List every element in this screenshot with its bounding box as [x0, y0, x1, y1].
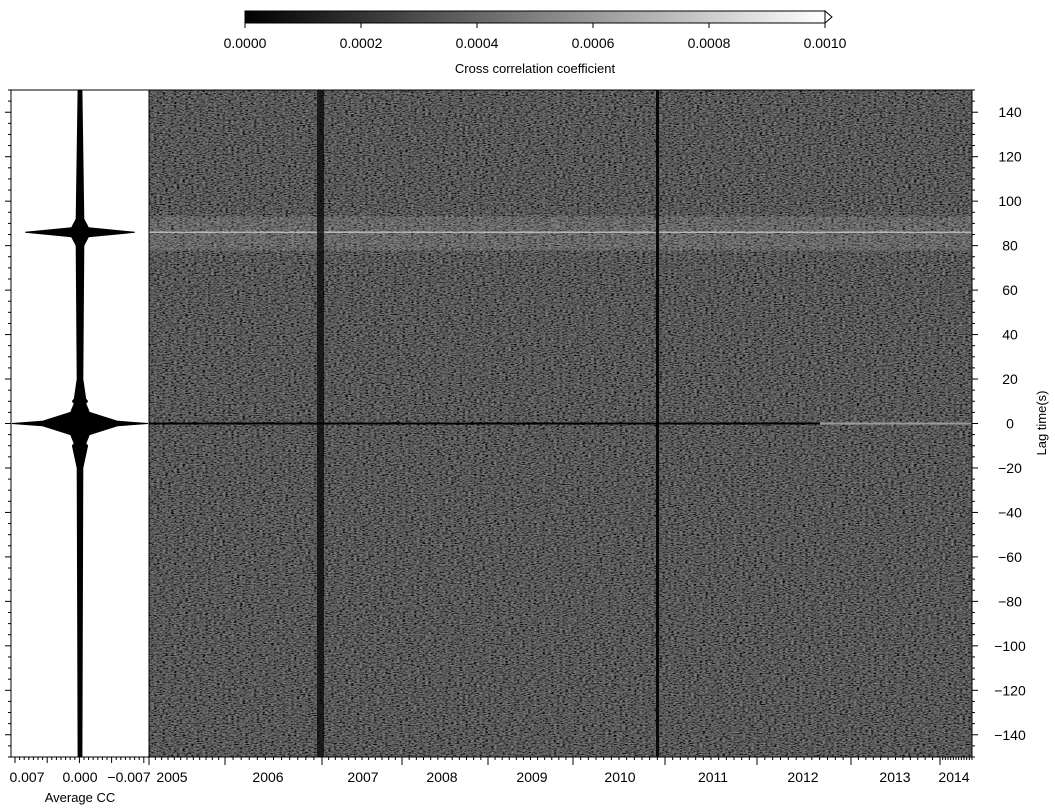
y-tick-label: 80: [1002, 238, 1018, 254]
x-tick-label: 2011: [698, 769, 728, 785]
heatmap-y-label: Lag time(s): [1034, 390, 1049, 455]
colorbar-tick-label: 0.0002: [340, 35, 383, 51]
x-tick-label: 0.007: [9, 769, 44, 785]
colorbar-gradient: [244, 10, 826, 24]
y-tick-label: 60: [1002, 282, 1018, 298]
x-tick-label: 2014: [938, 769, 969, 785]
x-tick-label: 2010: [604, 769, 635, 785]
average-cc-y-ticks: [5, 89, 11, 758]
y-tick-label: 40: [1002, 327, 1018, 343]
average-cc-panel: 0.007 0.000 −0.007 Average CC: [5, 89, 151, 805]
y-tick-label: −60: [998, 549, 1022, 565]
x-tick-label: 2006: [252, 769, 283, 785]
coherent-arrival-band: [149, 216, 972, 251]
x-tick-label: 2005: [156, 769, 187, 785]
heatmap-features: [149, 90, 972, 757]
colorbar-label: Cross correlation coefficient: [455, 61, 616, 76]
x-tick-label: 2008: [426, 769, 457, 785]
y-tick-label: 0: [1006, 416, 1014, 432]
average-cc-x-ticks: 0.007 0.000 −0.007: [9, 757, 151, 785]
heatmap-y-ticks: 140 120 100 80 60 40 20 0 −20 −40 −60 −80 −100 −120 −1…: [972, 89, 1026, 758]
data-gap-column: [317, 90, 324, 757]
y-tick-label: −100: [994, 638, 1026, 654]
average-cc-x-label: Average CC: [45, 790, 116, 805]
y-tick-label: 20: [1002, 371, 1018, 387]
colorbar-tick-label: 0.0008: [688, 35, 731, 51]
x-tick-label: 2007: [347, 769, 378, 785]
y-tick-label: −40: [998, 504, 1022, 520]
y-tick-label: −140: [994, 727, 1026, 743]
colorbar-tick-label: 0.0000: [224, 35, 267, 51]
colorbar-extend-arrow: [824, 9, 833, 25]
colorbar-tick-label: 0.0010: [804, 35, 847, 51]
x-tick-label: 2013: [879, 769, 910, 785]
x-tick-label: 2012: [787, 769, 818, 785]
colorbar-tick-label: 0.0004: [456, 35, 499, 51]
y-tick-label: 140: [998, 104, 1022, 120]
colorbar-tick-label: 0.0006: [572, 35, 615, 51]
x-tick-label: 0.000: [62, 769, 97, 785]
heatmap-panel: 2005 2006 2007 2008 2009 2010 2011 2012 2013 2014…: [148, 89, 1049, 785]
x-tick-label: 2009: [516, 769, 547, 785]
colorbar-ticks: 0.0000 0.0002 0.0004 0.0006 0.0008 0.0010: [224, 23, 847, 51]
y-tick-label: −20: [998, 460, 1022, 476]
y-tick-label: −120: [994, 682, 1026, 698]
y-tick-label: −80: [998, 593, 1022, 609]
colorbar: 0.0000 0.0002 0.0004 0.0006 0.0008 0.0010 Cro…: [224, 9, 847, 76]
y-tick-label: 120: [998, 149, 1022, 165]
heatmap-x-ticks: 2005 2006 2007 2008 2009 2010 2011 2012 2013 2014: [148, 757, 973, 785]
x-tick-label: −0.007: [107, 769, 150, 785]
y-tick-label: 100: [998, 193, 1022, 209]
data-gap-column: [656, 90, 659, 757]
